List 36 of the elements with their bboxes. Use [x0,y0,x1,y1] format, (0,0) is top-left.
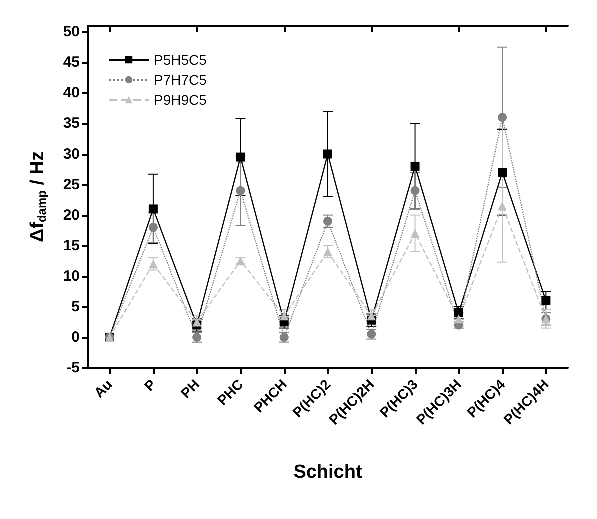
y-tick-label: 5 [72,298,80,316]
y-tick-label: 25 [63,176,80,194]
point [324,216,332,226]
point [498,168,508,178]
point [236,186,246,196]
y-tick-label: 10 [63,268,80,285]
point [280,312,289,321]
y-tick-label: 0 [72,328,80,346]
point [410,186,420,196]
x-axis-title: Schicht [294,462,363,483]
y-tick-label: 45 [63,54,80,72]
y-tick-label: 30 [63,146,80,163]
y-tick-label: 40 [63,84,80,102]
y-tick-label: 20 [63,206,80,224]
point [410,162,420,171]
point [324,150,332,159]
point [542,296,551,306]
y-tick-label: -5 [66,360,80,376]
point [367,312,376,321]
point [148,204,158,214]
legend-label: P5H5C5 [154,52,208,68]
legend-label: P9H9C5 [154,92,208,108]
x-tick-label: Au [90,376,116,401]
legend-label: P7H7C5 [154,72,208,88]
y-tick-label: 35 [63,115,80,132]
point [498,113,508,122]
x-tick-label: P [141,376,160,394]
point [498,202,508,211]
y-tick-label: 15 [63,237,80,254]
y-tick-label: 50 [63,24,80,41]
x-tick-label: PH [178,376,203,402]
point [410,229,420,238]
y-axis-title: Δfdamp / Hz [28,151,49,243]
point [236,152,246,162]
point [454,308,464,318]
point [148,223,158,232]
